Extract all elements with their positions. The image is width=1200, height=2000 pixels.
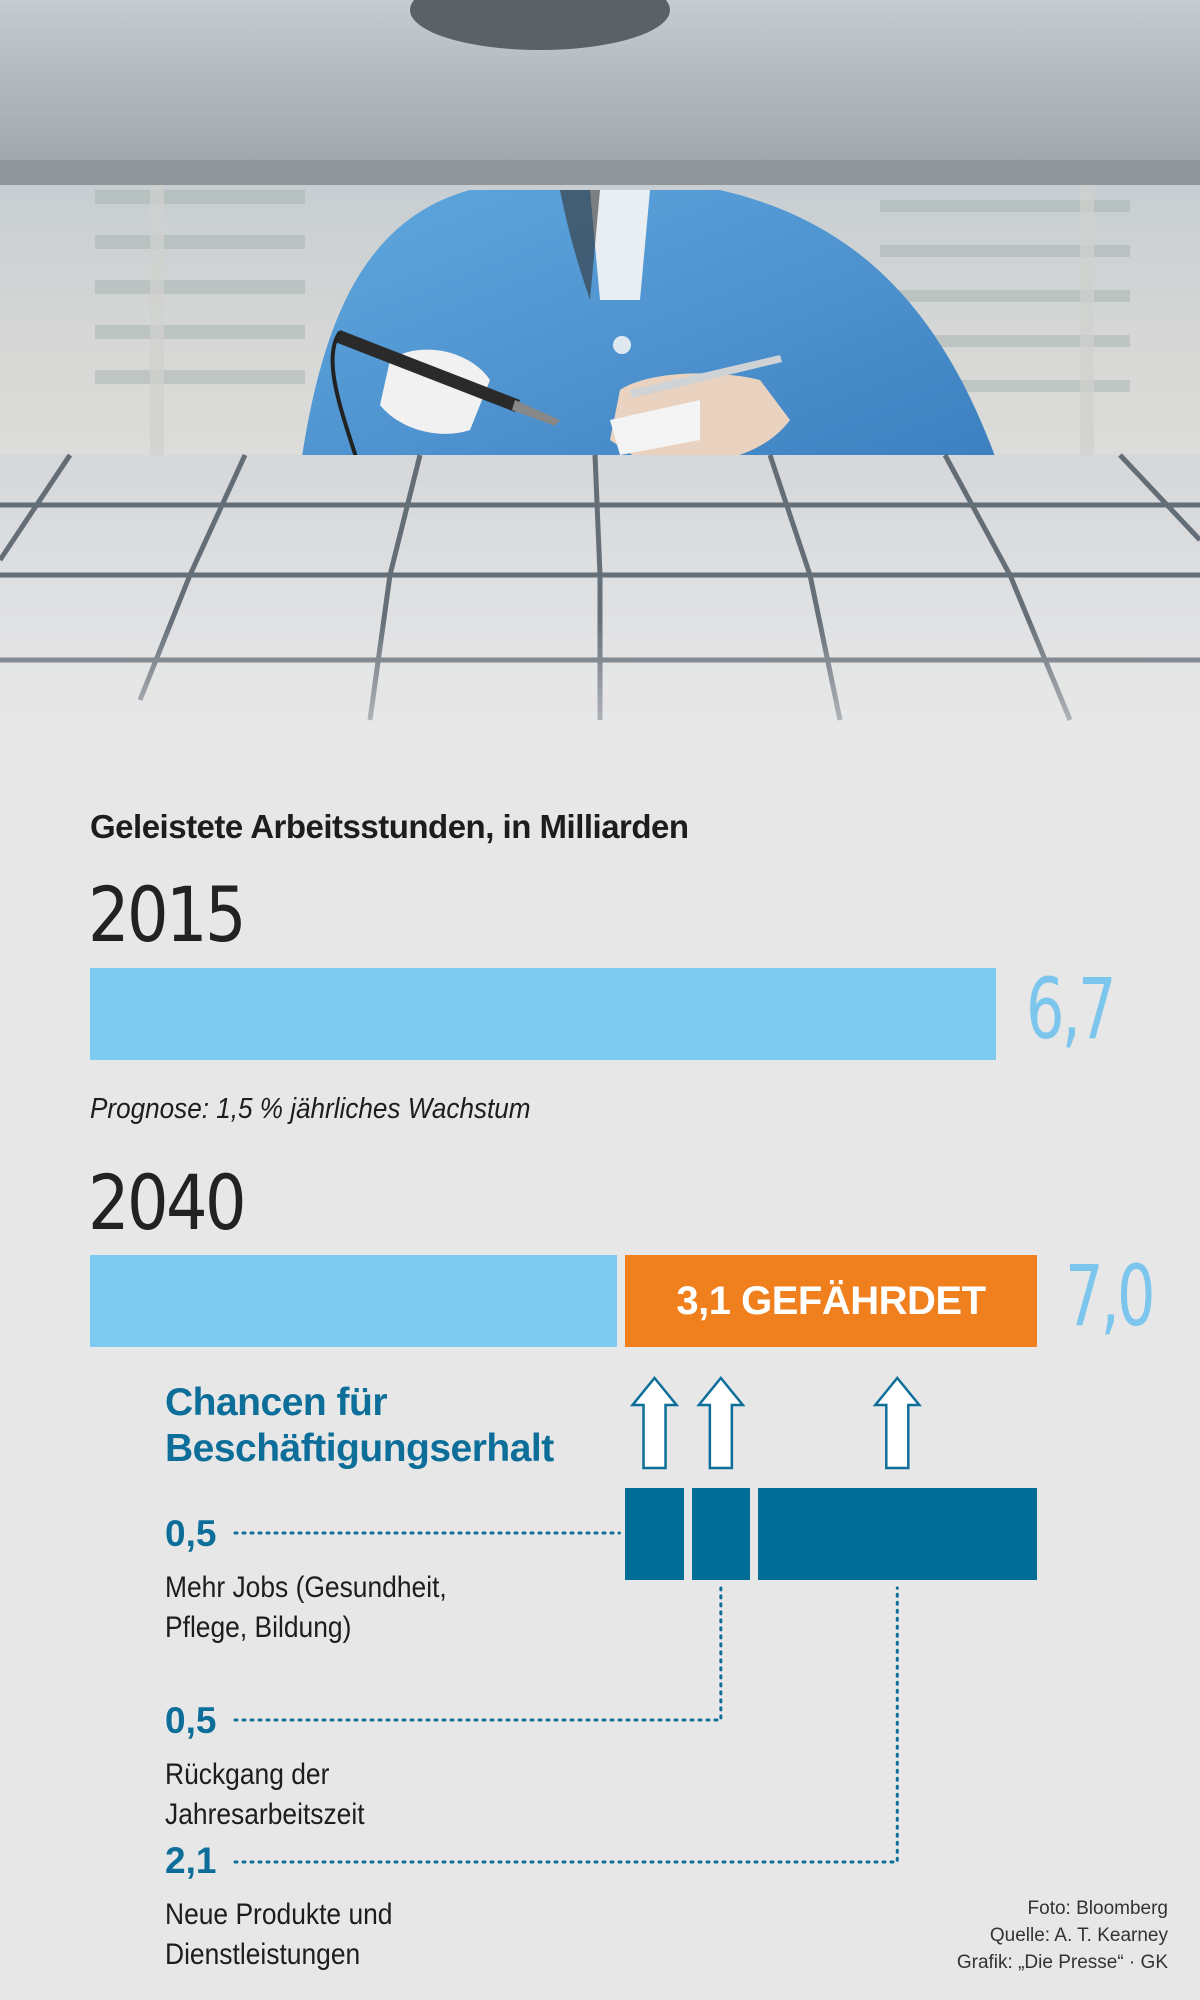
arrow-up-icon-more-jobs [629, 1376, 680, 1470]
factory-worker-photo [0, 0, 1200, 800]
leader-line-working-time [233, 1586, 723, 1722]
bar-2040-safe [90, 1255, 618, 1347]
forecast-note: Prognose: 1,5 % jährliches Wachstum [90, 1093, 531, 1125]
photo-credit: Foto: Bloomberg [1027, 1898, 1168, 1919]
opportunity-bar-working-time [691, 1488, 750, 1580]
opportunity-value-new-products: 2,1 [165, 1840, 217, 1881]
opportunity-label-new-products: Neue Produkte und Dienstleistungen [165, 1898, 393, 1971]
work-hours-chart: Geleistete Arbeitsstunden, in Milliarden… [0, 800, 1200, 2000]
total-2015-value: 6,7 [1026, 960, 1116, 1058]
leader-lines-and-arrows [233, 1376, 922, 1864]
bar-2015 [90, 968, 996, 1060]
year-2040-label: 2040 [88, 1158, 247, 1247]
opportunity-bar-more-jobs [625, 1488, 684, 1580]
opportunity-value-working-time: 0,5 [165, 1700, 217, 1741]
graphic-credit: Grafik: „Die Presse“ · GK [956, 1952, 1168, 1973]
total-2040-value: 7,0 [1064, 1247, 1155, 1345]
bar-2040-at-risk: 3,1 GEFÄHRDET [625, 1255, 1037, 1347]
opportunity-bar-new-products [758, 1488, 1037, 1580]
arrow-up-icon-working-time [696, 1376, 746, 1470]
chart-title: Geleistete Arbeitsstunden, in Milliarden [90, 808, 689, 845]
year-2015-label: 2015 [88, 870, 247, 959]
opportunity-label-more-jobs: Mehr Jobs (Gesundheit, Pflege, Bildung) [165, 1571, 447, 1644]
arrow-up-icon-new-products [872, 1376, 922, 1470]
opportunities-heading: Chancen für Beschäftigungserhalt [165, 1381, 554, 1470]
opportunity-value-more-jobs: 0,5 [165, 1513, 217, 1554]
header-photo [0, 0, 1200, 800]
source-credit: Quelle: A. T. Kearney [989, 1925, 1168, 1946]
opportunity-label-working-time: Rückgang der Jahresarbeitszeit [165, 1758, 365, 1831]
